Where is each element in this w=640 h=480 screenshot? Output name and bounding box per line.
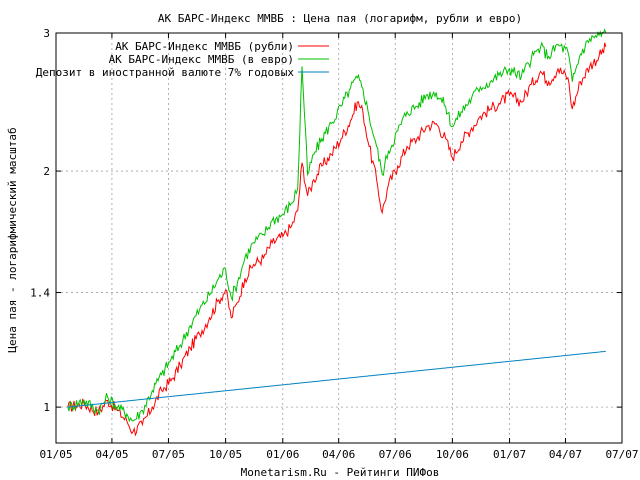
y-tick-label: 1	[43, 401, 50, 414]
x-tick-label: 07/06	[379, 448, 412, 461]
x-tick-label: 01/07	[493, 448, 526, 461]
legend-label: АК БАРС-Индекс ММВБ (рубли)	[115, 40, 294, 53]
ticks-layer: 01/05 04/05 07/05 10/05 01/06 04/06 07/06 10/06…	[30, 27, 638, 461]
x-tick-label: 10/05	[209, 448, 242, 461]
legend-label: АК БАРС-Индекс ММВБ (в евро)	[109, 53, 294, 66]
x-tick-label: 01/06	[266, 448, 299, 461]
legend: АК БАРС-Индекс ММВБ (рубли)АК БАРС-Индек…	[36, 40, 329, 79]
y-tick-label: 2	[43, 165, 50, 178]
x-tick-label: 04/07	[549, 448, 582, 461]
x-tick-label: 04/06	[322, 448, 355, 461]
chart-title: АК БАРС-Индекс ММВБ : Цена пая (логарифм…	[158, 12, 522, 25]
x-tick-label: 07/05	[152, 448, 185, 461]
y-tick-label: 3	[43, 27, 50, 40]
x-tick-label: 04/05	[95, 448, 128, 461]
series-layer	[67, 28, 607, 437]
y-tick-label: 1.4	[30, 287, 50, 300]
x-axis-label: Monetarism.Ru - Рейтинги ПИФов	[241, 466, 440, 479]
x-tick-label: 10/06	[436, 448, 469, 461]
x-tick-label: 01/05	[39, 448, 72, 461]
series-line-3	[67, 350, 606, 408]
series-line-1	[67, 42, 607, 437]
x-tick-label: 07/07	[605, 448, 638, 461]
series-line-2	[67, 28, 607, 423]
grid-layer	[56, 33, 622, 443]
y-axis-label: Цена пая - логарифмический масштаб	[6, 127, 19, 352]
legend-label: Депозит в иностранной валюте 7% годовых	[36, 66, 295, 79]
